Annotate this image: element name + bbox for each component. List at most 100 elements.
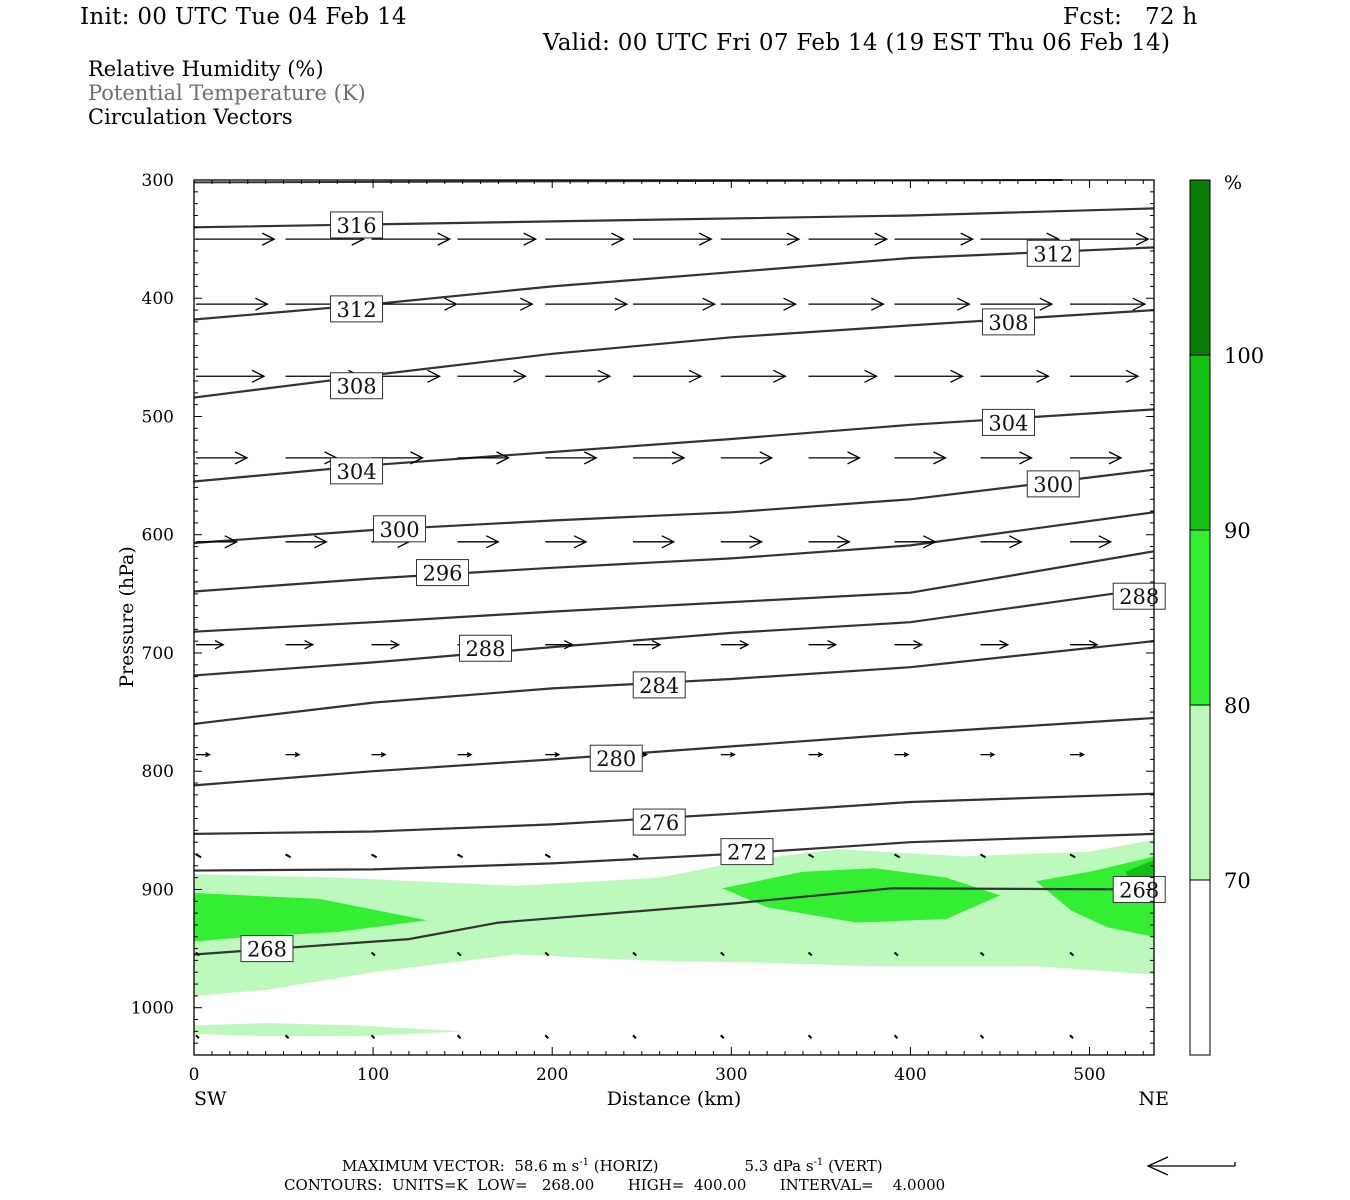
forecast-hour: Fcst: 72 h (1063, 4, 1198, 30)
vector-head (583, 451, 598, 465)
x-tick-label: 0 (189, 1065, 200, 1085)
vector-head (573, 535, 588, 549)
theta-label-text: 272 (727, 841, 767, 865)
vector-head (759, 451, 774, 465)
vector-shaft (979, 951, 985, 957)
vector-arrow (808, 369, 878, 383)
vector-shaft (456, 1034, 462, 1039)
vector-arrow (720, 369, 787, 383)
theta-label: 280 (589, 744, 643, 772)
vector-arrow (1070, 451, 1123, 465)
theta-label-text: 304 (336, 460, 376, 484)
vector-head (304, 640, 315, 650)
theta-label-text: 280 (596, 747, 636, 771)
max-vector-value: MAXIMUM VECTOR: 58.6 m s (342, 1157, 580, 1175)
vector-arrow (456, 951, 462, 957)
vector-arrow (196, 297, 269, 311)
vector-arrow (633, 451, 686, 465)
reference-vector-icon (1146, 1156, 1236, 1176)
vector-arrow (808, 297, 885, 311)
vector-arrow (371, 752, 387, 758)
theta-label-text: 268 (247, 938, 287, 962)
theta-label: 300 (1026, 470, 1080, 498)
vector-head (437, 232, 452, 246)
vector-arrow (980, 752, 996, 758)
vector-head (523, 232, 538, 246)
theta-label-box (330, 211, 384, 239)
vector-arrow (1069, 951, 1075, 957)
x-tick-label: 500 (1073, 1065, 1105, 1085)
theta-label-box (373, 515, 427, 543)
theta-contour-288 (193, 586, 1155, 677)
vector-shaft (195, 853, 202, 859)
vector-shaft (808, 853, 815, 859)
y-tick-label: 600 (142, 526, 174, 546)
vector-head (255, 297, 269, 311)
vector-arrow (980, 640, 1010, 650)
vector-arrow (633, 297, 717, 311)
vector-head (923, 535, 937, 549)
vector-head (234, 451, 249, 465)
vector-arrow (196, 451, 249, 465)
vector-head (294, 752, 301, 758)
theta-label-box (632, 671, 686, 699)
vector-head (749, 535, 764, 549)
x-tick-label: 300 (715, 1065, 747, 1085)
vector-arrow (720, 451, 774, 465)
vector-arrow (196, 640, 225, 650)
vector-shaft (370, 1034, 376, 1039)
theta-label-text: 288 (465, 637, 505, 661)
vector-arrow (720, 752, 736, 758)
vector-arrow (894, 232, 975, 246)
colorbar-label: 90 (1224, 519, 1251, 543)
theta-contour-272 (193, 832, 1155, 872)
colorbar-segment (1190, 705, 1210, 880)
theta-label-box (330, 295, 384, 323)
init-time: Init: 00 UTC Tue 04 Feb 14 (80, 4, 407, 30)
vector-arrow (808, 853, 815, 859)
colorbar-label: 100 (1224, 344, 1264, 368)
vector-arrow (285, 752, 301, 758)
rh-region (194, 893, 427, 942)
vector-head (671, 451, 686, 465)
vector-head (214, 640, 225, 650)
theta-label: 300 (373, 515, 427, 543)
theta-label: 288 (1112, 582, 1166, 610)
y-tick-label: 900 (142, 880, 174, 900)
vector-arrow (894, 369, 964, 383)
vector-arrow (633, 640, 662, 650)
vector-arrow (632, 1034, 637, 1039)
vector-head (730, 752, 736, 758)
vector-arrow (894, 297, 971, 311)
vector-head (698, 232, 713, 246)
vector-arrow (894, 451, 947, 465)
vector-arrow (808, 232, 889, 246)
vector-head (661, 535, 676, 549)
vector-arrow (545, 752, 561, 758)
vector-head (957, 297, 971, 311)
y-tick-label: 700 (142, 644, 174, 664)
legend-vectors: Circulation Vectors (88, 105, 293, 129)
vector-arrow (1070, 369, 1140, 383)
vector-shaft (979, 1034, 985, 1039)
theta-label-text: 312 (336, 298, 376, 322)
y-axis-label: Pressure (hPa) (116, 546, 138, 688)
vector-head (513, 369, 527, 383)
theta-label: 308 (981, 308, 1035, 336)
theta-contour-300 (193, 468, 1155, 545)
theta-label-box (1112, 875, 1166, 903)
max-vector-line: MAXIMUM VECTOR: 58.6 m s-1 (HORIZ) 5.3 dP… (342, 1157, 883, 1175)
theta-label: 288 (458, 634, 512, 662)
max-vector-horiz: (HORIZ) (588, 1157, 659, 1175)
vector-shaft (720, 951, 725, 957)
vector-head (520, 297, 534, 311)
vector-arrow (979, 853, 987, 859)
rh-region (722, 868, 1000, 923)
vector-arrow (544, 853, 551, 859)
theta-label-box (330, 457, 384, 485)
vector-arrow (284, 1034, 290, 1039)
vector-arrow (979, 1034, 985, 1039)
vector-head (817, 752, 824, 758)
vector-head (960, 232, 975, 246)
vector-shaft (979, 853, 987, 859)
